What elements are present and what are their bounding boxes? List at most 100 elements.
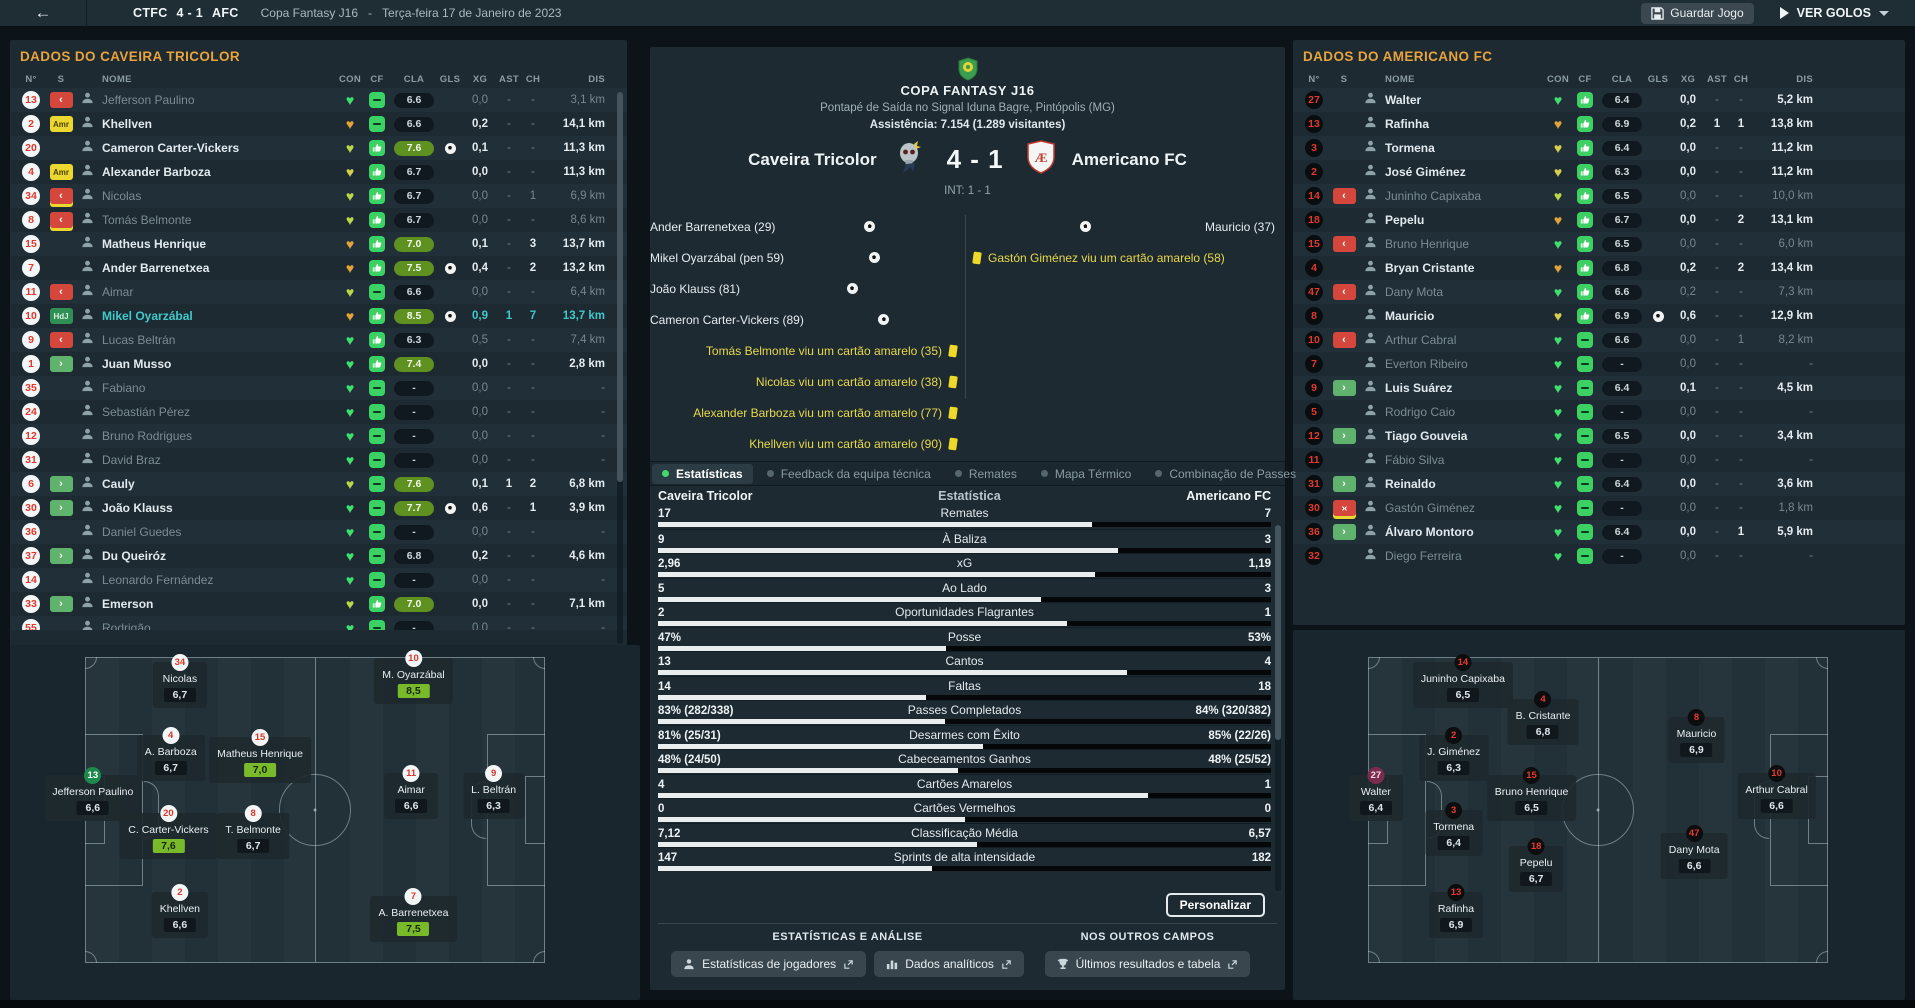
column-header[interactable]: XG xyxy=(1680,73,1696,85)
home-list-scrollbar[interactable] xyxy=(617,92,623,644)
column-header[interactable]: NOME xyxy=(1385,73,1415,85)
player-name[interactable]: Dany Mota xyxy=(1385,285,1444,299)
player-row[interactable]: 18 Pepelu ♥ 6.7 0,0 - 2 13,1 km xyxy=(1293,208,1905,232)
player-name[interactable]: Gastón Giménez xyxy=(1385,501,1476,515)
player-name[interactable]: Rodrigo Caio xyxy=(1385,405,1456,419)
player-name[interactable]: Mikel Oyarzábal xyxy=(102,309,193,323)
back-button[interactable]: ← xyxy=(0,0,86,27)
player-row[interactable]: 33 › Emerson ♥ 7.0 0,0 - - 7,1 km xyxy=(10,592,627,616)
pitch-player-card[interactable]: 2 J. Giménez 6,3 xyxy=(1419,727,1489,782)
player-row[interactable]: 47 ‹ Dany Mota ♥ 6.6 0,2 - - 7,3 km xyxy=(1293,280,1905,304)
player-row[interactable]: 9 › Luis Suárez ♥ 6.4 0,1 - - 4,5 km xyxy=(1293,376,1905,400)
player-name[interactable]: Tomás Belmonte xyxy=(102,213,192,227)
pitch-player-card[interactable]: 10 M. Oyarzábal 8,5 xyxy=(374,649,453,704)
player-row[interactable]: 20 Cameron Carter-Vickers ♥ 7.6 0,1 - - 11,3 km xyxy=(10,136,627,160)
player-name[interactable]: Daniel Guedes xyxy=(102,525,182,539)
tab-combina-o-de-passes[interactable]: Combinação de Passes xyxy=(1145,464,1306,484)
column-header[interactable]: AST xyxy=(499,73,519,85)
column-header[interactable]: N° xyxy=(25,73,37,85)
player-name[interactable]: Sebastián Pérez xyxy=(102,405,191,419)
player-row[interactable]: 2 Amr Khellven ♥ 6.6 0,2 - - 14,1 km xyxy=(10,112,627,136)
player-name[interactable]: Walter xyxy=(1385,93,1422,107)
column-header[interactable]: CF xyxy=(1578,73,1592,85)
column-header[interactable]: CH xyxy=(1733,73,1749,85)
save-game-button[interactable]: Guardar Jogo xyxy=(1641,2,1754,24)
player-name[interactable]: David Braz xyxy=(102,453,161,467)
pitch-player-card[interactable]: 18 Pepelu 6,7 xyxy=(1509,838,1564,893)
column-header[interactable]: S xyxy=(1340,73,1348,85)
player-row[interactable]: 36 Daniel Guedes ♥ - 0,0 - - - xyxy=(10,520,627,544)
goal-event[interactable]: Mikel Oyarzábal (pen 59) xyxy=(650,242,957,273)
away-team-name[interactable]: Americano FC xyxy=(1071,149,1187,169)
card-event[interactable]: Khellven viu um cartão amarelo (90) xyxy=(650,428,958,459)
player-name[interactable]: Lucas Beltrán xyxy=(102,333,176,347)
player-row[interactable]: 34 ‹ Nicolas ♥ 6.7 0,0 - 1 6,9 km xyxy=(10,184,627,208)
player-name[interactable]: Arthur Cabral xyxy=(1385,333,1457,347)
player-name[interactable]: Khellven xyxy=(102,117,153,131)
pitch-player-card[interactable]: 27 Walter 6,4 xyxy=(1348,766,1403,821)
pitch-player-card[interactable]: 10 Arthur Cabral 6,6 xyxy=(1737,765,1816,820)
player-name[interactable]: Fabiano xyxy=(102,381,146,395)
player-row[interactable]: 36 › Álvaro Montoro ♥ 6.4 0,0 - 1 5,9 km xyxy=(1293,520,1905,544)
player-name[interactable]: Aimar xyxy=(102,285,134,299)
goal-event[interactable]: João Klauss (81) xyxy=(650,273,957,304)
stats-scrollbar[interactable] xyxy=(1275,525,1281,891)
player-name[interactable]: Emerson xyxy=(102,597,154,611)
column-header[interactable]: AST xyxy=(1707,73,1727,85)
pitch-player-card[interactable]: 8 T. Belmonte 6,7 xyxy=(217,804,289,859)
pitch-player-card[interactable]: 20 C. Carter-Vickers 7,6 xyxy=(120,804,217,859)
tab-remates[interactable]: Remates xyxy=(945,464,1027,484)
column-header[interactable]: CF xyxy=(370,73,384,85)
player-name[interactable]: Rodrigão xyxy=(102,621,151,630)
goal-event[interactable]: Mauricio (37) xyxy=(973,211,1275,242)
pitch-player-card[interactable]: 15 Bruno Henrique 6,5 xyxy=(1486,766,1577,821)
card-event[interactable]: Alexander Barboza viu um cartão amarelo … xyxy=(650,397,958,428)
player-row[interactable]: 14 Leonardo Fernández ♥ - 0,0 - - - xyxy=(10,568,627,592)
player-row[interactable]: 4 Amr Alexander Barboza ♥ 6.7 0,0 - - 11,3 km xyxy=(10,160,627,184)
estat-sticas-de-jogadores-button[interactable]: Estatísticas de jogadores xyxy=(671,951,867,977)
player-row[interactable]: 14 ‹ Juninho Capixaba ♥ 6.5 0,0 - - 10,0 km xyxy=(1293,184,1905,208)
player-name[interactable]: Leonardo Fernández xyxy=(102,573,214,587)
tab-mapa-t-rmico[interactable]: Mapa Térmico xyxy=(1031,464,1141,484)
pitch-player-card[interactable]: 7 A. Barrenetxea 7,5 xyxy=(370,888,457,943)
player-name[interactable]: Fábio Silva xyxy=(1385,453,1445,467)
player-row[interactable]: 3 Tormena ♥ 6.4 0,0 - - 11,2 km xyxy=(1293,136,1905,160)
player-row[interactable]: 15 Matheus Henrique ♥ 7.0 0,1 - 3 13,7 km xyxy=(10,232,627,256)
player-name[interactable]: Reinaldo xyxy=(1385,477,1436,491)
player-row[interactable]: 8 ‹ Tomás Belmonte ♥ 6.7 0,0 - - 8,6 km xyxy=(10,208,627,232)
card-event[interactable]: Nicolas viu um cartão amarelo (38) xyxy=(650,366,958,397)
player-name[interactable]: Diego Ferreira xyxy=(1385,549,1462,563)
player-name[interactable]: Bruno Henrique xyxy=(1385,237,1470,251)
player-row[interactable]: 30 ›‹ Gastón Giménez ♥ - 0,0 - - 1,8 km xyxy=(1293,496,1905,520)
player-row[interactable]: 12 › Tiago Gouveia ♥ 6.5 0,0 - - 3,4 km xyxy=(1293,424,1905,448)
player-name[interactable]: Bryan Cristante xyxy=(1385,261,1475,275)
-ltimos-resultados-e-tabela-button[interactable]: Últimos resultados e tabela xyxy=(1044,951,1251,977)
pitch-player-card[interactable]: 13 Rafinha 6,9 xyxy=(1429,883,1484,938)
player-name[interactable]: Cameron Carter-Vickers xyxy=(102,141,240,155)
tab-estat-sticas[interactable]: Estatísticas xyxy=(652,463,753,484)
column-header[interactable]: DIS xyxy=(588,73,605,85)
player-name[interactable]: Nicolas xyxy=(102,189,142,203)
view-goals-button[interactable]: VER GOLOS xyxy=(1779,6,1889,20)
column-header[interactable]: CH xyxy=(525,73,541,85)
goal-event[interactable]: Ander Barrenetxea (29) xyxy=(650,211,957,242)
player-name[interactable]: Tiago Gouveia xyxy=(1385,429,1468,443)
column-header[interactable]: CON xyxy=(338,73,361,85)
player-name[interactable]: Juan Musso xyxy=(102,357,172,371)
pitch-player-card[interactable]: 34 Nicolas 6,7 xyxy=(152,654,207,709)
card-event[interactable]: Gastón Giménez viu um cartão amarelo (58… xyxy=(972,242,1275,273)
pitch-player-card[interactable]: 11 Aimar 6,6 xyxy=(384,765,439,820)
player-name[interactable]: Du Queiróz xyxy=(102,549,167,563)
pitch-player-card[interactable]: 4 A. Barboza 6,7 xyxy=(136,727,205,782)
card-event[interactable]: Tomás Belmonte viu um cartão amarelo (35… xyxy=(650,335,958,366)
player-row[interactable]: 5 Rodrigo Caio ♥ - 0,0 - - - xyxy=(1293,400,1905,424)
pitch-player-card[interactable]: 15 Matheus Henrique 7,0 xyxy=(209,728,311,783)
column-header[interactable]: CON xyxy=(1546,73,1569,85)
player-row[interactable]: 31 David Braz ♥ - 0,0 - - - xyxy=(10,448,627,472)
player-row[interactable]: 8 Mauricio ♥ 6.9 0,6 - - 12,9 km xyxy=(1293,304,1905,328)
player-name[interactable]: Matheus Henrique xyxy=(102,237,207,251)
pitch-player-card[interactable]: 8 Mauricio 6,9 xyxy=(1668,709,1725,764)
column-header[interactable]: DIS xyxy=(1796,73,1813,85)
player-row[interactable]: 6 › Cauly ♥ 7.6 0,1 1 2 6,8 km xyxy=(10,472,627,496)
player-row[interactable]: 55 Rodrigão ♥ - 0,0 - - - xyxy=(10,616,627,630)
